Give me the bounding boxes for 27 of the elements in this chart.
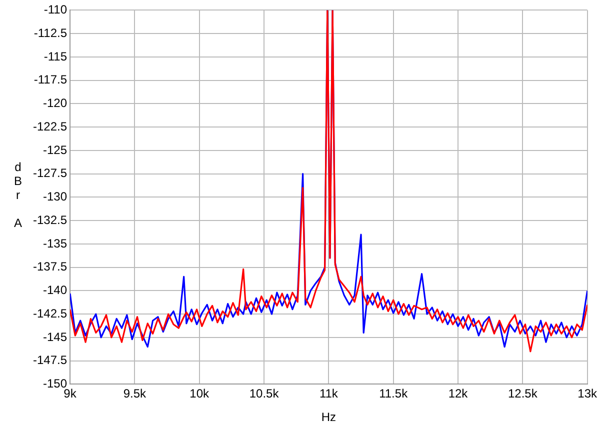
x-tick-label: 11k	[319, 386, 339, 401]
x-tick-label: 13k	[578, 386, 598, 401]
y-tick-label: -135	[42, 236, 68, 250]
y-tick-label: -142.5	[32, 306, 68, 320]
y-tick-label: -147.5	[32, 353, 68, 368]
x-tick-label: 12k	[448, 386, 469, 401]
y-tick-label: -140	[42, 283, 68, 298]
x-tick-label: 11.5k	[379, 386, 409, 401]
y-tick-label: -137.5	[32, 260, 68, 274]
y-tick-label: -145	[42, 330, 68, 344]
y-tick-label: -112.5	[34, 26, 68, 40]
y-tick-label: -130	[42, 190, 68, 204]
y-axis-title: dBr A	[11, 160, 25, 230]
y-tick-label: -125	[42, 142, 68, 157]
x-tick-label: 12.5k	[508, 386, 538, 401]
y-tick-label: -122.5	[32, 119, 68, 134]
y-tick-label: -115	[44, 49, 68, 64]
x-tick-label: 9k	[64, 386, 78, 401]
y-tick-label: -110	[44, 2, 68, 17]
y-tick-label: -117.5	[34, 72, 68, 87]
x-tick-label: 10.5k	[249, 386, 280, 401]
y-tick-label: -132.5	[32, 212, 68, 227]
y-tick-label: -127.5	[32, 166, 68, 180]
x-axis-title: Hz	[321, 410, 336, 424]
x-tick-label: 9.5k	[123, 386, 148, 401]
x-tick-label: 10k	[190, 386, 210, 401]
y-tick-label: -120	[42, 96, 68, 110]
